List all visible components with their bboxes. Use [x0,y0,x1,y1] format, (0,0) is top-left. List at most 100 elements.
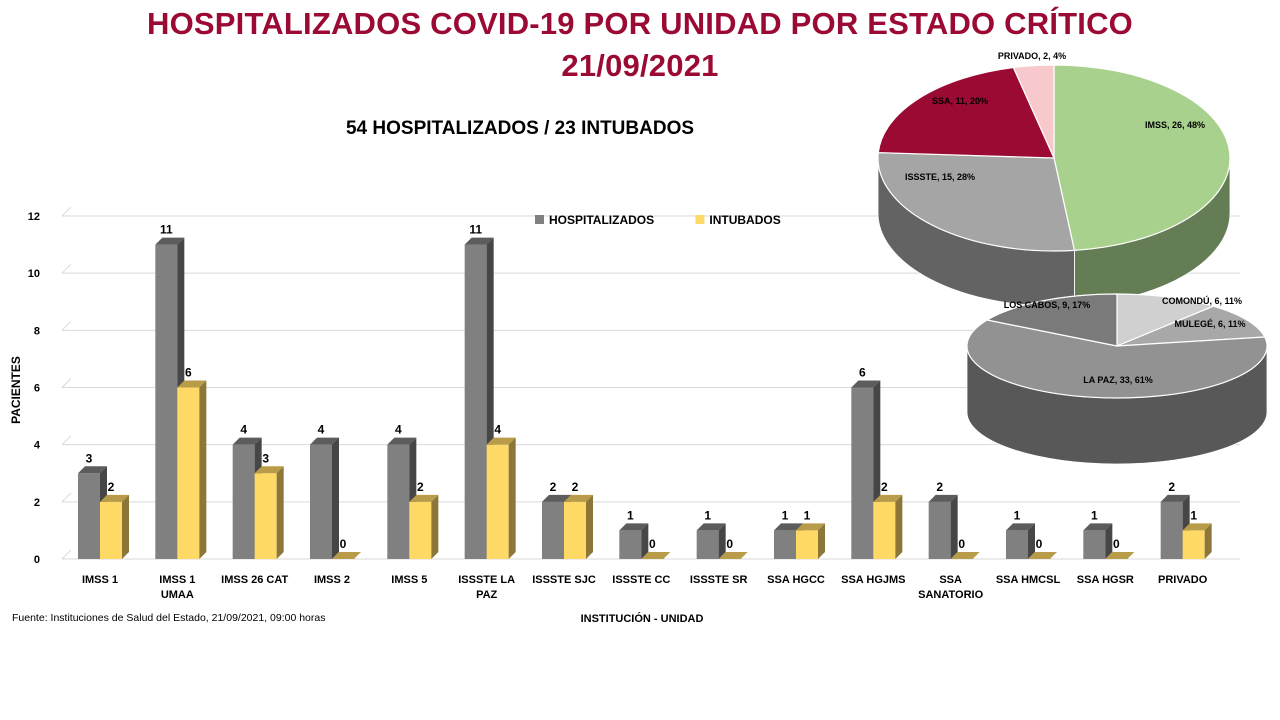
data-label: 1 [627,508,634,522]
y-tick-label: 4 [34,440,41,452]
data-label: 6 [185,366,192,380]
bar-intubados [873,494,903,559]
gridline-depth [61,378,72,388]
chart-date: 21/09/2021 [561,48,719,83]
bar-hospitalizados [310,437,339,559]
bar-top [1083,523,1113,531]
bar-front [542,501,564,559]
data-label: 0 [726,537,733,551]
bar-front [486,444,509,559]
pie-slice-label: COMONDÚ, 6, 11% [1162,295,1242,306]
x-tick-label: SSA [939,574,962,586]
x-tick-label: IMSS 1 [82,574,118,586]
chart-title: HOSPITALIZADOS COVID-19 POR UNIDAD POR E… [146,6,1133,41]
y-tick-label: 8 [34,325,40,337]
data-label: 1 [1014,508,1021,522]
bar-side [199,380,207,559]
bar-side [508,437,516,559]
x-tick-label: SSA HGJMS [841,574,905,586]
pie-slice-label: MULEGÉ, 6, 11% [1174,319,1245,329]
bar-front [232,444,255,559]
data-label: 2 [936,480,943,494]
bar-top [78,466,107,474]
bar-top [1182,523,1212,531]
data-label: 1 [1091,508,1098,522]
bar-top [409,494,439,502]
legend-label: HOSPITALIZADOS [549,213,654,227]
bar-top [542,494,571,502]
bar-side [332,437,339,559]
bar-top [232,437,262,445]
bar-top [1105,552,1135,559]
pie-slice [1116,293,1216,347]
data-label: 2 [108,480,115,494]
data-label: 0 [340,537,347,551]
bar-hospitalizados [1083,523,1113,559]
gridline-depth [61,263,72,274]
bar-intubados [1105,552,1135,559]
x-tick-label: SSA HMCSL [996,574,1061,586]
x-tick-label: SSA HGSR [1077,574,1134,586]
y-tick-label: 0 [34,554,40,566]
bar-side [641,523,649,559]
bar-top [796,523,825,531]
x-tick-label: IMSS 1 [159,574,195,586]
bar-top [464,237,494,245]
data-label: 11 [160,223,173,237]
bar-intubados [177,380,207,559]
bar-front [1160,501,1183,559]
data-label: 4 [494,423,501,437]
bar-side [431,494,439,559]
data-label: 0 [1036,537,1043,551]
x-tick-label: ISSSTE CC [612,574,670,586]
pie-slice-label: LOS CABOS, 9, 17% [1004,300,1091,310]
bar-front [796,530,818,559]
bar-hospitalizados [696,523,726,559]
bar-front [873,501,896,559]
bar-front [696,530,719,559]
bar-side [276,466,284,559]
bar-top [1160,494,1190,502]
bar-chart-categories: IMSS 1 IMSS 1 UMAA IMSS 26 CAT IMSS 2 IMSS 5 I… [82,574,1208,601]
bar-top [387,437,417,445]
gridline-depth [61,320,72,331]
bar-intubados [564,494,593,559]
bar-front [774,530,796,559]
bar-top [332,552,361,559]
data-label: 4 [318,423,325,437]
bar-top [1006,523,1035,531]
y-tick-label: 10 [28,268,40,280]
bar-front [564,501,586,559]
bar-top [774,523,803,531]
bar-front [1006,530,1028,559]
bar-intubados [1182,523,1212,559]
pie-slice [966,319,1268,399]
data-label: 2 [550,480,557,494]
bar-side [818,523,825,559]
x-tick-label: ISSSTE SJC [532,574,596,586]
pie-slice [877,66,1055,159]
bar-chart-legend: HOSPITALIZADOS INTUBADOS [535,213,781,227]
bar-front [155,244,178,560]
pie-slice-label: PRIVADO, 2, 4% [998,51,1066,61]
bar-top [718,552,748,559]
pie-slice [985,293,1118,347]
x-tick-label: IMSS 5 [391,574,427,586]
bar-front [254,473,277,559]
gridline-depth [61,206,72,217]
bar-hospitalizados [928,494,958,559]
pie-slice [1053,64,1231,252]
data-label: 2 [881,480,888,494]
data-label: 4 [395,423,402,437]
bar-intubados [100,494,129,559]
x-axis-label: INSTITUCIÓN - UNIDAD [581,612,704,625]
pie-chart-municipalities: COMONDÚ, 6, 11% MULEGÉ, 6, 11% LA PAZ, 33,… [966,293,1268,465]
bar-side [586,494,593,559]
bar-front [1083,530,1106,559]
bar-side [1105,523,1113,559]
data-label: 1 [782,508,789,522]
x-tick-label: SANATORIO [918,589,983,601]
data-label: 1 [704,508,711,522]
x-tick-label: IMSS 26 CAT [221,574,288,586]
